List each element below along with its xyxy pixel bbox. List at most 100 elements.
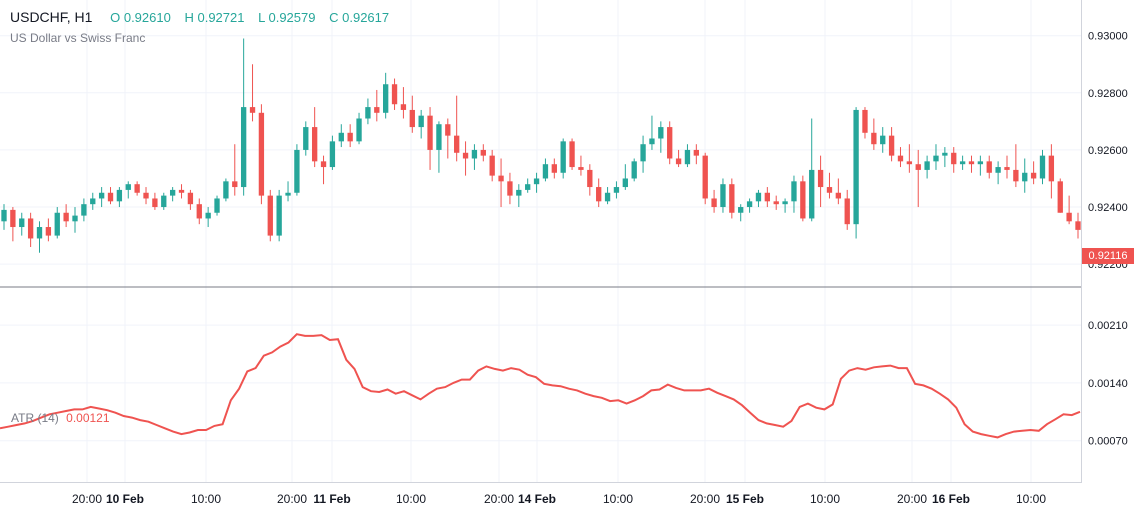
candle-body (320, 161, 327, 168)
candle-body (764, 192, 771, 202)
candle-body (90, 198, 96, 205)
candle-body (258, 112, 265, 196)
candle-body (533, 178, 540, 185)
candle-body (338, 132, 344, 142)
candle-body (205, 212, 211, 219)
candle-body (578, 167, 584, 170)
candle-body (507, 181, 513, 196)
candle-body (125, 184, 131, 190)
candle-body (613, 187, 620, 193)
time-tick-label: 16 Feb (932, 492, 970, 506)
close-value: 0.92617 (342, 10, 390, 25)
atr-tick-label: 0.00070 (1088, 436, 1128, 448)
candle-body (1057, 181, 1063, 213)
atr-legend[interactable]: ATR (14) 0.00121 (11, 411, 110, 425)
candle-body (702, 155, 708, 199)
atr-axis[interactable]: 0.00210 0.00140 0.00070 (1088, 320, 1128, 448)
candle-body (915, 164, 921, 170)
time-tick-label: 20:00 (277, 492, 307, 506)
candle-body (516, 189, 522, 196)
candle-body (489, 155, 495, 176)
candle-body (347, 132, 353, 142)
candle-body (10, 209, 16, 228)
candle-body (800, 181, 806, 219)
atr-tick-label: 0.00210 (1088, 320, 1128, 332)
candle-body (951, 152, 957, 165)
open-label: O (110, 10, 121, 25)
atr-title: ATR (14) (11, 411, 59, 425)
candle-body (1013, 169, 1019, 182)
candle-body (116, 189, 123, 202)
time-tick-label: 20:00 (72, 492, 102, 506)
candle-body (995, 167, 1001, 173)
candle-body (161, 195, 167, 208)
candle-body (240, 107, 247, 188)
candle-body (329, 141, 336, 168)
candle-body (19, 218, 25, 228)
candle-body (436, 124, 442, 150)
price-tick-label: 0.92800 (1088, 88, 1128, 100)
candle-body (888, 135, 895, 156)
candle-body (365, 107, 371, 119)
candle-body (844, 198, 850, 225)
candle-body (383, 84, 389, 113)
time-axis[interactable]: 20:00 10 Feb 10:00 20:00 11 Feb 10:00 20:00 14 … (72, 492, 1046, 506)
grid (0, 0, 1082, 482)
candle-body (285, 192, 291, 196)
time-tick-label: 14 Feb (518, 492, 556, 506)
candle-body (374, 107, 380, 113)
candle-body (267, 195, 273, 236)
high-label: H (184, 10, 194, 25)
candle-body (933, 155, 939, 162)
candle-body (480, 149, 486, 156)
candle-body (871, 132, 877, 145)
symbol-title[interactable]: USDCHF, H1 (10, 9, 93, 25)
candle-body (311, 127, 318, 162)
candle-body (196, 204, 202, 219)
high-value: 0.92721 (197, 10, 245, 25)
candle-body (454, 135, 460, 153)
open-value: 0.92610 (123, 10, 171, 25)
candle-body (746, 201, 753, 208)
candle-body (427, 115, 433, 150)
candle-body (560, 141, 566, 173)
close-label: C (329, 10, 339, 25)
candle-body (587, 169, 593, 188)
time-tick-label: 10:00 (603, 492, 633, 506)
candle-body (631, 161, 637, 179)
atr-line (0, 333, 1081, 439)
candle-body (880, 135, 886, 145)
candle-body (596, 187, 602, 202)
candle-body (817, 169, 824, 188)
price-tick-label: 0.93000 (1088, 31, 1128, 43)
candle-body (409, 109, 415, 128)
candle-body (720, 184, 726, 208)
candle-body (649, 138, 655, 145)
candle-body (1, 209, 7, 222)
candle-body (658, 127, 664, 139)
candle-body (232, 181, 238, 188)
candle-body (356, 118, 362, 142)
candle-body (1075, 221, 1081, 230)
time-tick-label: 10:00 (1016, 492, 1046, 506)
candle-body (294, 149, 300, 193)
candle-body (98, 192, 105, 199)
candle-body (711, 198, 717, 208)
candle-body (445, 124, 451, 136)
candle-body (667, 127, 673, 159)
candle-body (542, 164, 549, 179)
time-tick-label: 15 Feb (726, 492, 764, 506)
last-price-tag: 0.92116 (1082, 248, 1134, 264)
candle-body (1048, 155, 1055, 182)
candle-body (525, 184, 531, 190)
candles (1, 38, 1081, 253)
candle-body (54, 212, 60, 236)
candle-body (809, 169, 815, 219)
candle-body (462, 152, 469, 159)
candle-body (862, 109, 868, 133)
candle-body (72, 215, 78, 222)
candle-body (391, 84, 398, 105)
candle-body (826, 187, 833, 193)
